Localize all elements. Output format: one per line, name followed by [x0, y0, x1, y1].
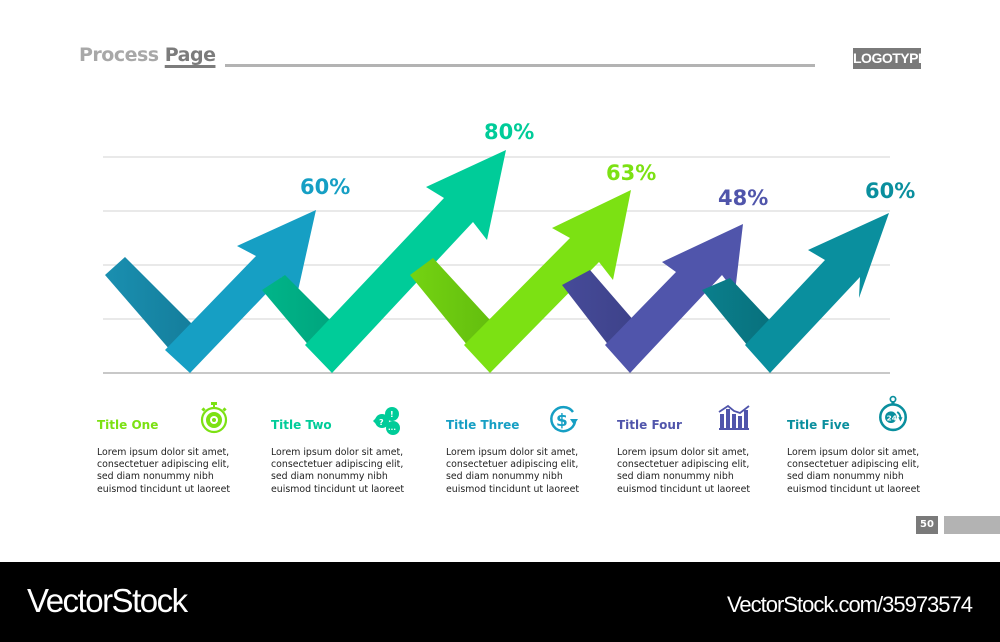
value-label-5: 60% — [865, 179, 915, 203]
body-line: Lorem ipsum dolor sit amet, — [271, 447, 404, 458]
footer-url: VectorStock.com/35973574 — [726, 592, 973, 617]
title-part-process: Process — [79, 44, 165, 66]
value-label-1: 60% — [300, 175, 350, 199]
title-part-page: Page — [164, 44, 216, 66]
column-title: Title Two — [271, 418, 332, 432]
stopwatch-24-icon: 24 — [879, 395, 907, 432]
body-line: euismod tincidunt ut laoreet — [271, 483, 405, 495]
svg-text:?: ? — [379, 418, 384, 427]
body-line: euismod tincidunt ut laoreet — [97, 483, 231, 495]
svg-text:...: ... — [388, 424, 396, 432]
arrow-chart: 60% 80% 63% 48% 60% — [103, 120, 915, 374]
watermark-footer: VectorStock VectorStock.com/35973574 — [0, 562, 1000, 642]
svg-text:$: $ — [556, 411, 568, 431]
column-body: Lorem ipsum dolor sit amet, consectetuer… — [787, 447, 920, 496]
stopwatch-gear-icon — [200, 402, 228, 434]
header-rule — [225, 64, 815, 67]
body-line: Lorem ipsum dolor sit amet, — [617, 447, 750, 458]
column-body: Lorem ipsum dolor sit amet, consectetuer… — [617, 447, 750, 496]
body-line: consectetuer adipiscing elit, — [787, 459, 920, 471]
body-line: consectetuer adipiscing elit, — [97, 459, 230, 471]
body-line: sed diam nonummy nibh — [787, 471, 904, 483]
body-line: euismod tincidunt ut laoreet — [787, 483, 921, 495]
body-line: sed diam nonummy nibh — [446, 471, 563, 483]
bar-chart-trend-icon — [718, 404, 750, 430]
body-line: consectetuer adipiscing elit, — [617, 459, 750, 471]
body-line: sed diam nonummy nibh — [617, 471, 734, 483]
body-line: Lorem ipsum dolor sit amet, — [446, 447, 579, 458]
svg-text:24: 24 — [887, 413, 897, 422]
body-line: euismod tincidunt ut laoreet — [617, 483, 751, 495]
column-title: Title Five — [787, 418, 850, 432]
column-body: Lorem ipsum dolor sit amet, consectetuer… — [271, 447, 404, 496]
value-label-2: 80% — [484, 120, 534, 144]
column-title: Title Four — [617, 418, 682, 432]
chat-bubbles-icon: ? ! ... — [373, 407, 400, 435]
column-title: Title One — [97, 418, 159, 432]
column-body: Lorem ipsum dolor sit amet, consectetuer… — [97, 447, 230, 496]
footer-brand: VectorStock — [27, 582, 188, 619]
body-line: consectetuer adipiscing elit, — [271, 459, 404, 471]
body-line: sed diam nonummy nibh — [97, 471, 214, 483]
body-line: Lorem ipsum dolor sit amet, — [97, 447, 230, 458]
body-line: Lorem ipsum dolor sit amet, — [787, 447, 920, 458]
svg-text:!: ! — [390, 410, 394, 419]
arrow-item-5 — [702, 213, 889, 373]
body-line: consectetuer adipiscing elit, — [446, 459, 579, 471]
arrow-item-3 — [410, 190, 631, 373]
value-label-4: 48% — [718, 186, 768, 210]
page-bar — [944, 516, 1000, 534]
arrow-item-4 — [562, 224, 743, 373]
column-title: Title Three — [446, 418, 520, 432]
body-line: sed diam nonummy nibh — [271, 471, 388, 483]
dollar-refresh-icon: $ — [550, 405, 578, 433]
logotype: LOGOTYPE — [853, 48, 927, 69]
slide: Process Page LOGOTYPE — [79, 44, 1000, 534]
arrow-item-2 — [262, 150, 506, 373]
page-title: Process Page — [79, 44, 216, 66]
column-body: Lorem ipsum dolor sit amet, consectetuer… — [446, 447, 579, 496]
arrow-item-1 — [105, 210, 316, 373]
page-number: 50 — [916, 516, 938, 534]
value-label-3: 63% — [606, 161, 656, 185]
body-line: euismod tincidunt ut laoreet — [446, 483, 580, 495]
